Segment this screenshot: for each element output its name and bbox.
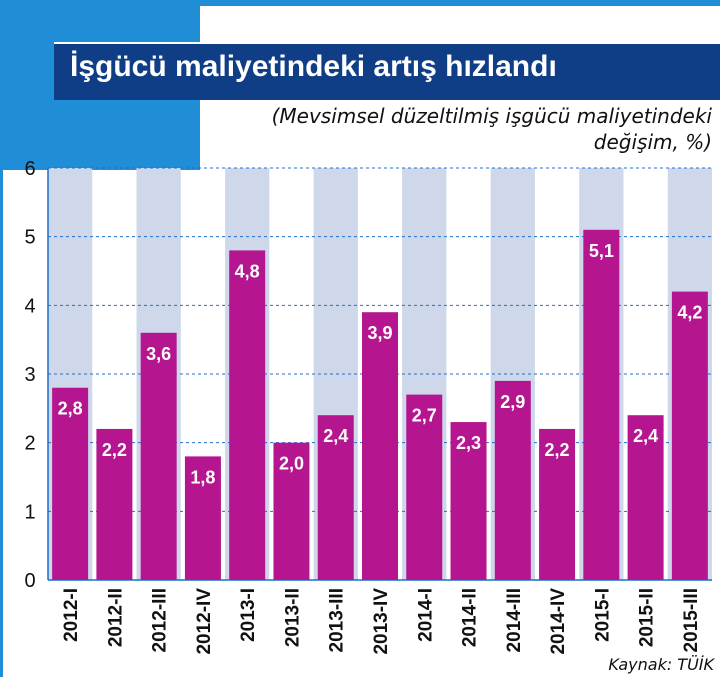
- x-tick-label: 2014-III: [504, 588, 525, 652]
- x-tick-label: 2013-II: [282, 588, 303, 647]
- y-tick-label: 2: [24, 433, 35, 455]
- bar-value-label: 2,4: [633, 426, 658, 446]
- bar: [140, 332, 177, 580]
- bar-value-label: 2,2: [102, 440, 127, 460]
- bar-chart: 0 1 2 3 4 5 6 2,8 2012-I 2,2 2012-II 3,6 2012-III 1,8…: [24, 158, 712, 655]
- bar-value-label: 2,9: [500, 392, 525, 412]
- x-tick-label: 2012-III: [150, 588, 171, 652]
- bar: [627, 415, 664, 580]
- x-tick-label: 2014-IV: [548, 588, 569, 655]
- bar: [96, 428, 133, 580]
- x-tick-label: 2012-IV: [194, 588, 215, 655]
- bar: [450, 422, 487, 580]
- chart-subtitle-line-2: değişim, %): [593, 130, 712, 154]
- bar: [583, 229, 620, 581]
- x-tick-label: 2013-I: [238, 588, 259, 642]
- bar-value-label: 4,2: [677, 303, 702, 323]
- x-tick-label: 2015-I: [592, 588, 613, 642]
- y-tick-label: 0: [24, 570, 35, 592]
- x-tick-label: 2013-IV: [371, 588, 392, 655]
- x-tick-label: 2013-III: [327, 588, 348, 652]
- bar: [273, 442, 310, 580]
- bar: [229, 250, 266, 580]
- bar-value-label: 3,6: [146, 344, 171, 364]
- bar-value-label: 2,7: [412, 406, 437, 426]
- x-tick-label: 2014-I: [415, 588, 436, 642]
- bar-value-label: 2,0: [279, 454, 304, 474]
- bar: [539, 428, 576, 580]
- x-tick-label: 2012-I: [61, 588, 82, 642]
- top-border: [0, 0, 720, 6]
- bar: [494, 380, 531, 580]
- y-tick-label: 6: [24, 158, 35, 180]
- bar: [671, 291, 708, 580]
- y-tick-label: 5: [24, 227, 35, 249]
- left-border: [0, 0, 3, 677]
- y-tick-label: 3: [24, 364, 35, 386]
- x-tick-label: 2014-II: [460, 588, 481, 647]
- bar-value-label: 2,2: [545, 440, 570, 460]
- bar-value-label: 1,8: [190, 467, 215, 487]
- bar: [184, 456, 221, 580]
- x-tick-label: 2015-III: [681, 588, 702, 652]
- bar-value-label: 2,3: [456, 433, 481, 453]
- bar-value-label: 2,4: [323, 426, 348, 446]
- bar: [52, 387, 89, 580]
- title-bar: [54, 42, 720, 100]
- y-tick-label: 1: [24, 501, 35, 523]
- bar: [317, 415, 354, 580]
- x-tick-label: 2012-II: [105, 588, 126, 647]
- bar: [362, 312, 398, 580]
- bar-value-label: 5,1: [589, 241, 614, 261]
- x-tick-label: 2015-II: [637, 588, 658, 647]
- bar-value-label: 2,8: [58, 399, 83, 419]
- chart-title: İşgücü maliyetindeki artış hızlandı: [70, 50, 557, 83]
- bar-value-label: 4,8: [235, 261, 260, 281]
- source-note: Kaynak: TÜİK: [602, 655, 714, 674]
- chart-subtitle-line-1: (Mevsimsel düzeltilmiş işgücü maliyetind…: [271, 104, 712, 128]
- bar: [406, 394, 443, 580]
- bar-value-label: 3,9: [367, 323, 392, 343]
- y-tick-label: 4: [24, 295, 35, 317]
